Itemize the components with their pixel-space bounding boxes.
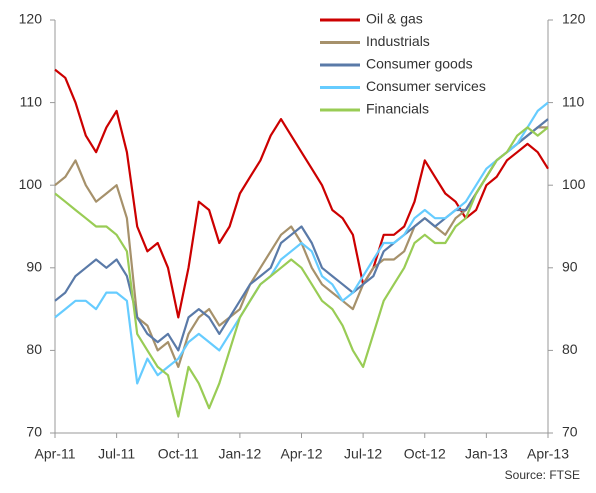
y-tick-label: 120: [19, 11, 43, 27]
series-line: [54, 118, 549, 352]
legend-label: Industrials: [366, 33, 430, 49]
x-tick-label: Apr-13: [527, 446, 569, 462]
series-line: [54, 126, 549, 418]
source: Source: FTSE: [505, 468, 580, 482]
series-line: [54, 101, 549, 385]
y-tick-label: 80: [26, 341, 42, 357]
y2-tick-label: 70: [562, 424, 578, 440]
y2-tick-label: 110: [562, 93, 585, 109]
legend-label: Financials: [366, 101, 429, 117]
x-tick-label: Jul-12: [344, 446, 382, 462]
y-tick-label: 70: [26, 424, 42, 440]
y2-tick-label: 80: [562, 341, 578, 357]
legend-label: Consumer goods: [366, 56, 473, 72]
y-tick-label: 90: [26, 259, 42, 275]
y-tick-label: 100: [19, 176, 43, 192]
x-tick-label: Jan-12: [218, 446, 261, 462]
y2-tick-label: 100: [562, 176, 586, 192]
y2-tick-label: 90: [562, 259, 578, 275]
legend-label: Consumer services: [366, 78, 486, 94]
x-tick-label: Oct-11: [158, 446, 199, 462]
y-tick-label: 110: [20, 93, 43, 109]
x-tick-label: Apr-12: [280, 446, 322, 462]
x-tick-label: Jan-13: [465, 446, 508, 462]
x-tick-label: Oct-12: [404, 446, 446, 462]
x-tick-label: Jul-11: [98, 446, 135, 462]
legend-label: Oil & gas: [366, 11, 423, 27]
y2-tick-label: 120: [562, 11, 586, 27]
x-tick-label: Apr-11: [35, 446, 76, 462]
